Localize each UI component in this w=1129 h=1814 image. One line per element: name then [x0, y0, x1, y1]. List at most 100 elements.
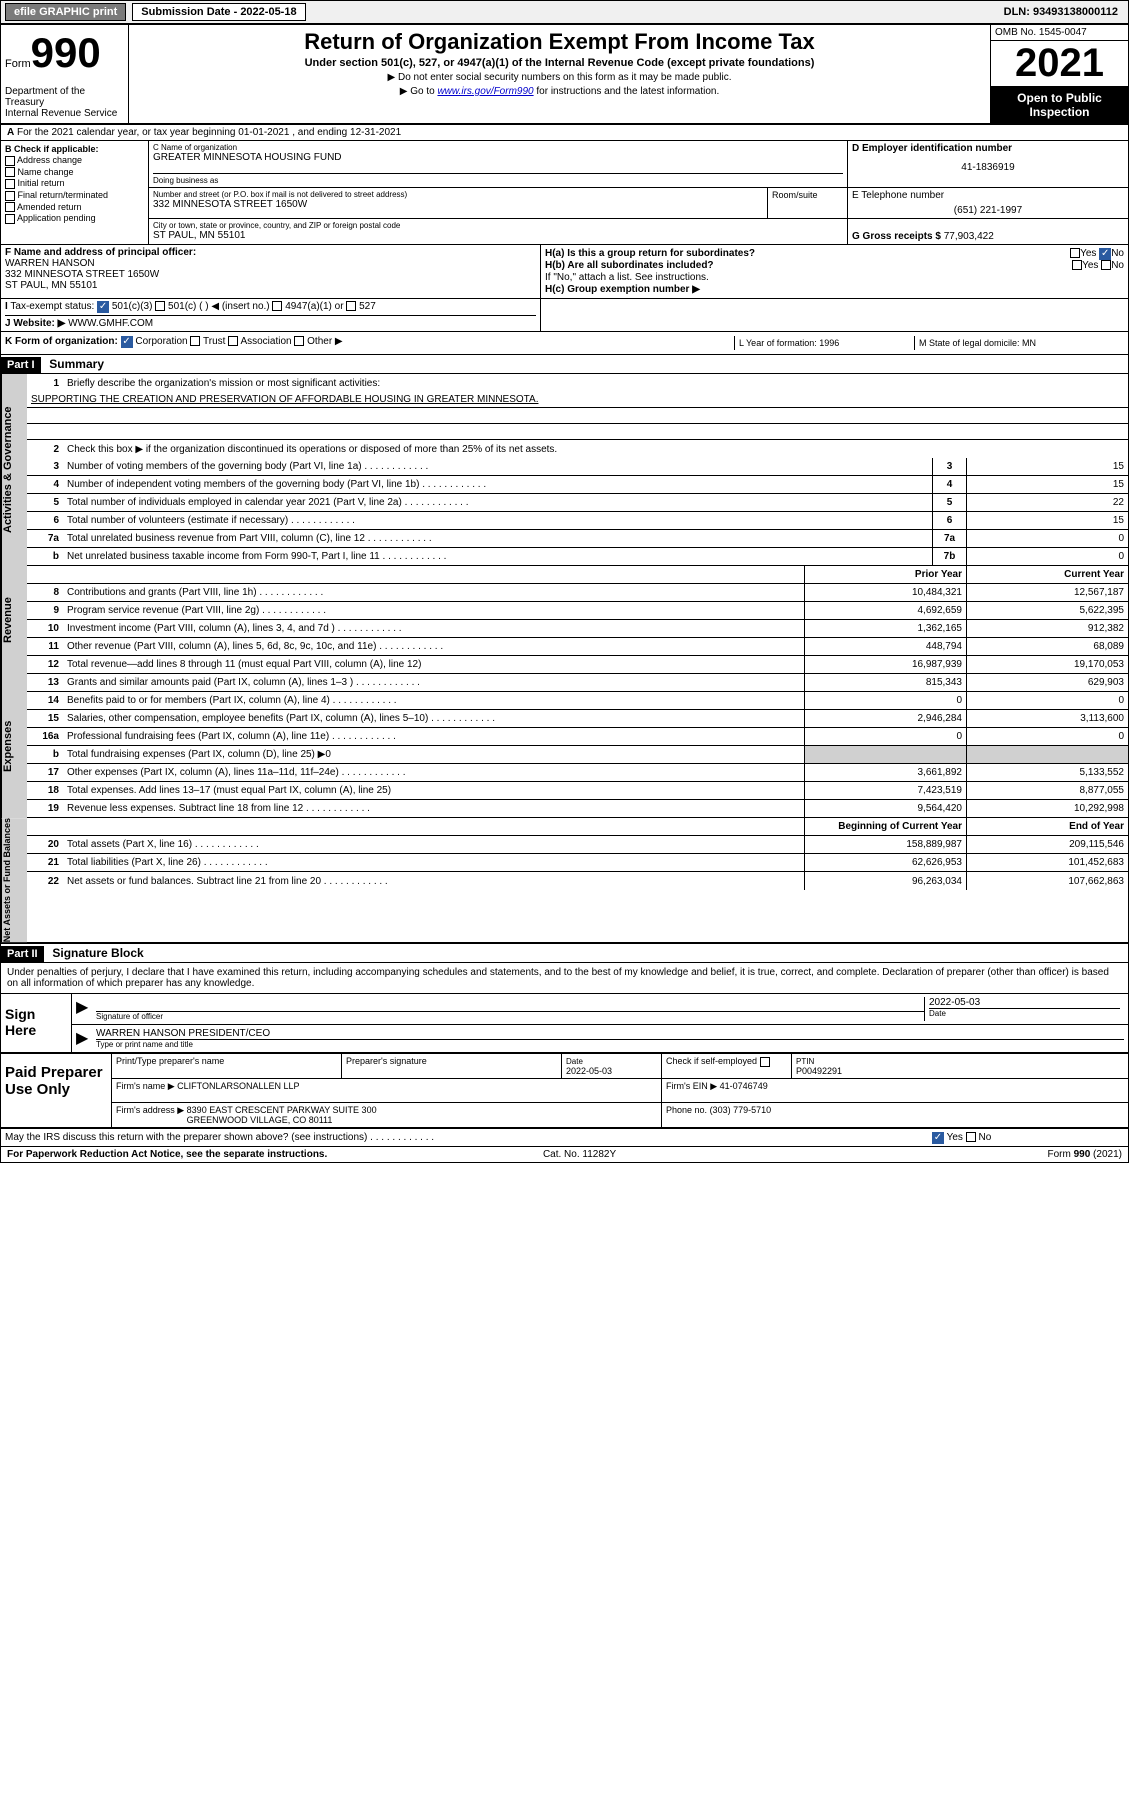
- chk-501c[interactable]: [155, 301, 165, 311]
- row-k: K Form of organization: ✓ Corporation Tr…: [1, 332, 1128, 355]
- footer-center: Cat. No. 11282Y: [543, 1149, 616, 1160]
- opt-corp: Corporation: [135, 336, 187, 347]
- city-value: ST PAUL, MN 55101: [153, 230, 843, 241]
- header-center: Return of Organization Exempt From Incom…: [129, 25, 990, 123]
- line10-prior: 1,362,165: [804, 620, 966, 637]
- header-right: OMB No. 1545-0047 2021 Open to Public In…: [990, 25, 1128, 123]
- form-number: 990: [31, 29, 101, 77]
- section-i: I Tax-exempt status: ✓ 501(c)(3) 501(c) …: [1, 299, 541, 331]
- line20-curr: 209,115,546: [966, 836, 1128, 853]
- line16b-prior: [804, 746, 966, 763]
- firm-ein: 41-0746749: [720, 1081, 768, 1091]
- chk-initial-return[interactable]: [5, 179, 15, 189]
- arrow-icon-2: ▶: [76, 1028, 96, 1049]
- prep-name-label: Print/Type preparer's name: [112, 1054, 342, 1078]
- officer-name: WARREN HANSON: [5, 258, 536, 269]
- line4-val: 15: [966, 476, 1128, 493]
- section-bc: B Check if applicable: Address change Na…: [1, 141, 1128, 245]
- line16b-curr: [966, 746, 1128, 763]
- chk-app-pending[interactable]: [5, 214, 15, 224]
- section-c: C Name of organization GREATER MINNESOTA…: [149, 141, 1128, 244]
- form-title: Return of Organization Exempt From Incom…: [137, 29, 982, 55]
- line15-prior: 2,946,284: [804, 710, 966, 727]
- chk-address-change[interactable]: [5, 156, 15, 166]
- line12-text: Total revenue—add lines 8 through 11 (mu…: [63, 659, 804, 670]
- ptin-value: P00492291: [796, 1066, 842, 1076]
- chk-ha-no[interactable]: ✓: [1099, 248, 1111, 260]
- line3-val: 15: [966, 458, 1128, 475]
- part1-header-row: Part I Summary: [1, 355, 1128, 374]
- officer-label: F Name and address of principal officer:: [5, 247, 536, 258]
- section-m: M State of legal domicile: MN: [914, 336, 1124, 350]
- prep-sig-label: Preparer's signature: [342, 1054, 562, 1078]
- line21-prior: 62,626,953: [804, 854, 966, 871]
- line5-val: 22: [966, 494, 1128, 511]
- chk-discuss-no[interactable]: [966, 1132, 976, 1142]
- chk-ha-yes[interactable]: [1070, 248, 1080, 258]
- chk-trust[interactable]: [190, 336, 200, 346]
- lbl-final-return: Final return/terminated: [18, 190, 109, 200]
- line7b-val: 0: [966, 548, 1128, 565]
- opt-501c: 501(c) ( ) ◀ (insert no.): [168, 301, 270, 312]
- row-fh: F Name and address of principal officer:…: [1, 245, 1128, 299]
- tel-value: (651) 221-1997: [852, 205, 1124, 216]
- expenses-block: Expenses 13Grants and similar amounts pa…: [1, 674, 1128, 818]
- efile-button[interactable]: efile GRAPHIC print: [5, 3, 126, 21]
- chk-final-return[interactable]: [5, 191, 15, 201]
- room-label: Room/suite: [768, 188, 848, 218]
- form-org-label: K Form of organization:: [5, 336, 118, 347]
- chk-amended[interactable]: [5, 202, 15, 212]
- mission-blank2: [27, 424, 1128, 440]
- chk-hb-no[interactable]: [1101, 260, 1111, 270]
- dln: DLN: 93493138000112: [1004, 6, 1118, 18]
- tax-year: 2021: [991, 41, 1128, 87]
- arrow-icon: ▶: [76, 997, 96, 1021]
- lbl-address-change: Address change: [17, 155, 82, 165]
- line7a-text: Total unrelated business revenue from Pa…: [63, 533, 932, 544]
- city-label: City or town, state or province, country…: [153, 221, 843, 230]
- current-year-hdr: Current Year: [966, 566, 1128, 583]
- line19-prior: 9,564,420: [804, 800, 966, 817]
- firm-phone: (303) 779-5710: [710, 1105, 772, 1115]
- section-f: F Name and address of principal officer:…: [1, 245, 541, 298]
- officer-print-name: WARREN HANSON PRESIDENT/CEO: [96, 1028, 1124, 1039]
- line18-curr: 8,877,055: [966, 782, 1128, 799]
- row-a-tax-year: A For the 2021 calendar year, or tax yea…: [1, 125, 1128, 141]
- ein-value: 41-1836919: [852, 162, 1124, 173]
- discuss-yes: Yes: [947, 1132, 963, 1143]
- declaration: Under penalties of perjury, I declare th…: [1, 963, 1128, 993]
- chk-assoc[interactable]: [228, 336, 238, 346]
- firm-addr: 8390 EAST CRESCENT PARKWAY SUITE 300 GRE…: [187, 1105, 377, 1125]
- chk-other[interactable]: [294, 336, 304, 346]
- chk-discuss-yes[interactable]: ✓: [932, 1132, 944, 1144]
- irs-link[interactable]: www.irs.gov/Form990: [437, 86, 533, 97]
- line7b-text: Net unrelated business taxable income fr…: [63, 551, 932, 562]
- section-h2: [541, 299, 1128, 331]
- sig-officer-label: Signature of officer: [96, 1011, 924, 1021]
- chk-hb-yes[interactable]: [1072, 260, 1082, 270]
- chk-corp[interactable]: ✓: [121, 336, 133, 348]
- line3-box: 3: [932, 458, 966, 475]
- chk-501c3[interactable]: ✓: [97, 301, 109, 313]
- lbl-amended: Amended return: [17, 202, 82, 212]
- page-footer: For Paperwork Reduction Act Notice, see …: [1, 1147, 1128, 1162]
- chk-527[interactable]: [346, 301, 356, 311]
- line6-val: 15: [966, 512, 1128, 529]
- vtab-revenue: Revenue: [1, 566, 27, 674]
- note2b: for instructions and the latest informat…: [534, 86, 720, 97]
- department: Department of the Treasury Internal Reve…: [5, 86, 124, 119]
- mission-blank1: [27, 408, 1128, 424]
- ptin-label: PTIN: [796, 1057, 814, 1066]
- prior-year-hdr: Prior Year: [804, 566, 966, 583]
- chk-4947[interactable]: [272, 301, 282, 311]
- chk-self-employed[interactable]: [760, 1057, 770, 1067]
- hb-note: If "No," attach a list. See instructions…: [545, 272, 1124, 283]
- chk-name-change[interactable]: [5, 167, 15, 177]
- street-label: Number and street (or P.O. box if mail i…: [153, 190, 763, 199]
- line14-curr: 0: [966, 692, 1128, 709]
- line19-text: Revenue less expenses. Subtract line 18 …: [63, 803, 804, 814]
- website-label: Website: ▶: [13, 318, 65, 329]
- sig-date-label: Date: [929, 1008, 1120, 1018]
- prep-date-label: Date: [566, 1057, 583, 1066]
- line19-curr: 10,292,998: [966, 800, 1128, 817]
